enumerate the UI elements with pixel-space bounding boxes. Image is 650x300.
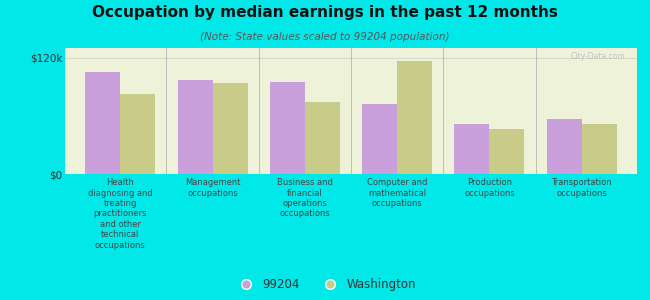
Bar — [213, 83, 248, 174]
Bar — [362, 104, 397, 174]
Text: City-Data.com: City-Data.com — [571, 52, 625, 61]
Text: (Note: State values scaled to 99204 population): (Note: State values scaled to 99204 popu… — [200, 32, 450, 41]
Bar — [85, 72, 120, 174]
Bar — [305, 102, 340, 174]
Bar — [454, 124, 489, 174]
Text: Occupation by median earnings in the past 12 months: Occupation by median earnings in the pas… — [92, 4, 558, 20]
Bar — [489, 129, 525, 174]
Bar — [582, 124, 617, 174]
Legend: 99204, Washington: 99204, Washington — [235, 278, 415, 291]
Bar — [270, 82, 305, 174]
Bar — [120, 94, 155, 174]
Bar — [177, 80, 213, 174]
Bar — [547, 119, 582, 174]
Bar — [397, 61, 432, 174]
